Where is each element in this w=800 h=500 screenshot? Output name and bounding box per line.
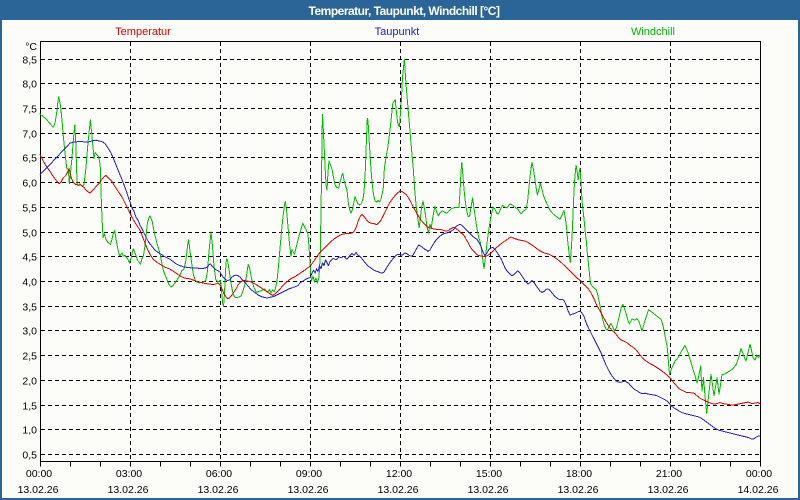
svg-text:15:00: 15:00: [476, 468, 502, 480]
svg-text:13.02.26: 13.02.26: [468, 484, 509, 496]
svg-text:7,0: 7,0: [22, 129, 37, 141]
svg-text:8,0: 8,0: [22, 79, 37, 91]
svg-text:13.02.26: 13.02.26: [288, 484, 329, 496]
svg-text:Taupunkt: Taupunkt: [375, 26, 420, 38]
svg-text:18:00: 18:00: [566, 468, 592, 480]
svg-text:03:00: 03:00: [116, 468, 142, 480]
svg-text:6,0: 6,0: [22, 178, 37, 190]
svg-text:4,5: 4,5: [22, 252, 37, 264]
svg-text:13.02.26: 13.02.26: [648, 484, 689, 496]
svg-text:5,0: 5,0: [22, 228, 37, 240]
svg-text:Windchill: Windchill: [631, 26, 675, 38]
svg-text:1,5: 1,5: [22, 401, 37, 413]
svg-text:°C: °C: [25, 41, 37, 53]
svg-text:6,5: 6,5: [22, 153, 37, 165]
svg-text:21:00: 21:00: [656, 468, 682, 480]
svg-text:3,5: 3,5: [22, 302, 37, 314]
svg-text:13.02.26: 13.02.26: [108, 484, 149, 496]
svg-text:Temperatur, Taupunkt, Windchil: Temperatur, Taupunkt, Windchill [°C]: [309, 4, 500, 18]
svg-text:14.02.26: 14.02.26: [738, 484, 779, 496]
svg-text:2,5: 2,5: [22, 351, 37, 363]
svg-text:3,0: 3,0: [22, 326, 37, 338]
svg-text:00:00: 00:00: [26, 468, 52, 480]
svg-text:1,0: 1,0: [22, 425, 37, 437]
svg-text:09:00: 09:00: [296, 468, 322, 480]
svg-text:12:00: 12:00: [386, 468, 412, 480]
svg-text:Temperatur: Temperatur: [115, 26, 171, 38]
svg-text:8,5: 8,5: [22, 55, 37, 67]
svg-text:13.02.26: 13.02.26: [198, 484, 239, 496]
svg-text:13.02.26: 13.02.26: [18, 484, 59, 496]
svg-text:4,0: 4,0: [22, 277, 37, 289]
svg-text:13.02.26: 13.02.26: [558, 484, 599, 496]
svg-text:2,0: 2,0: [22, 376, 37, 388]
svg-text:00:00: 00:00: [746, 468, 772, 480]
svg-text:5,5: 5,5: [22, 203, 37, 215]
svg-text:7,5: 7,5: [22, 104, 37, 116]
svg-text:13.02.26: 13.02.26: [378, 484, 419, 496]
svg-text:06:00: 06:00: [206, 468, 232, 480]
svg-text:0,5: 0,5: [22, 450, 37, 462]
